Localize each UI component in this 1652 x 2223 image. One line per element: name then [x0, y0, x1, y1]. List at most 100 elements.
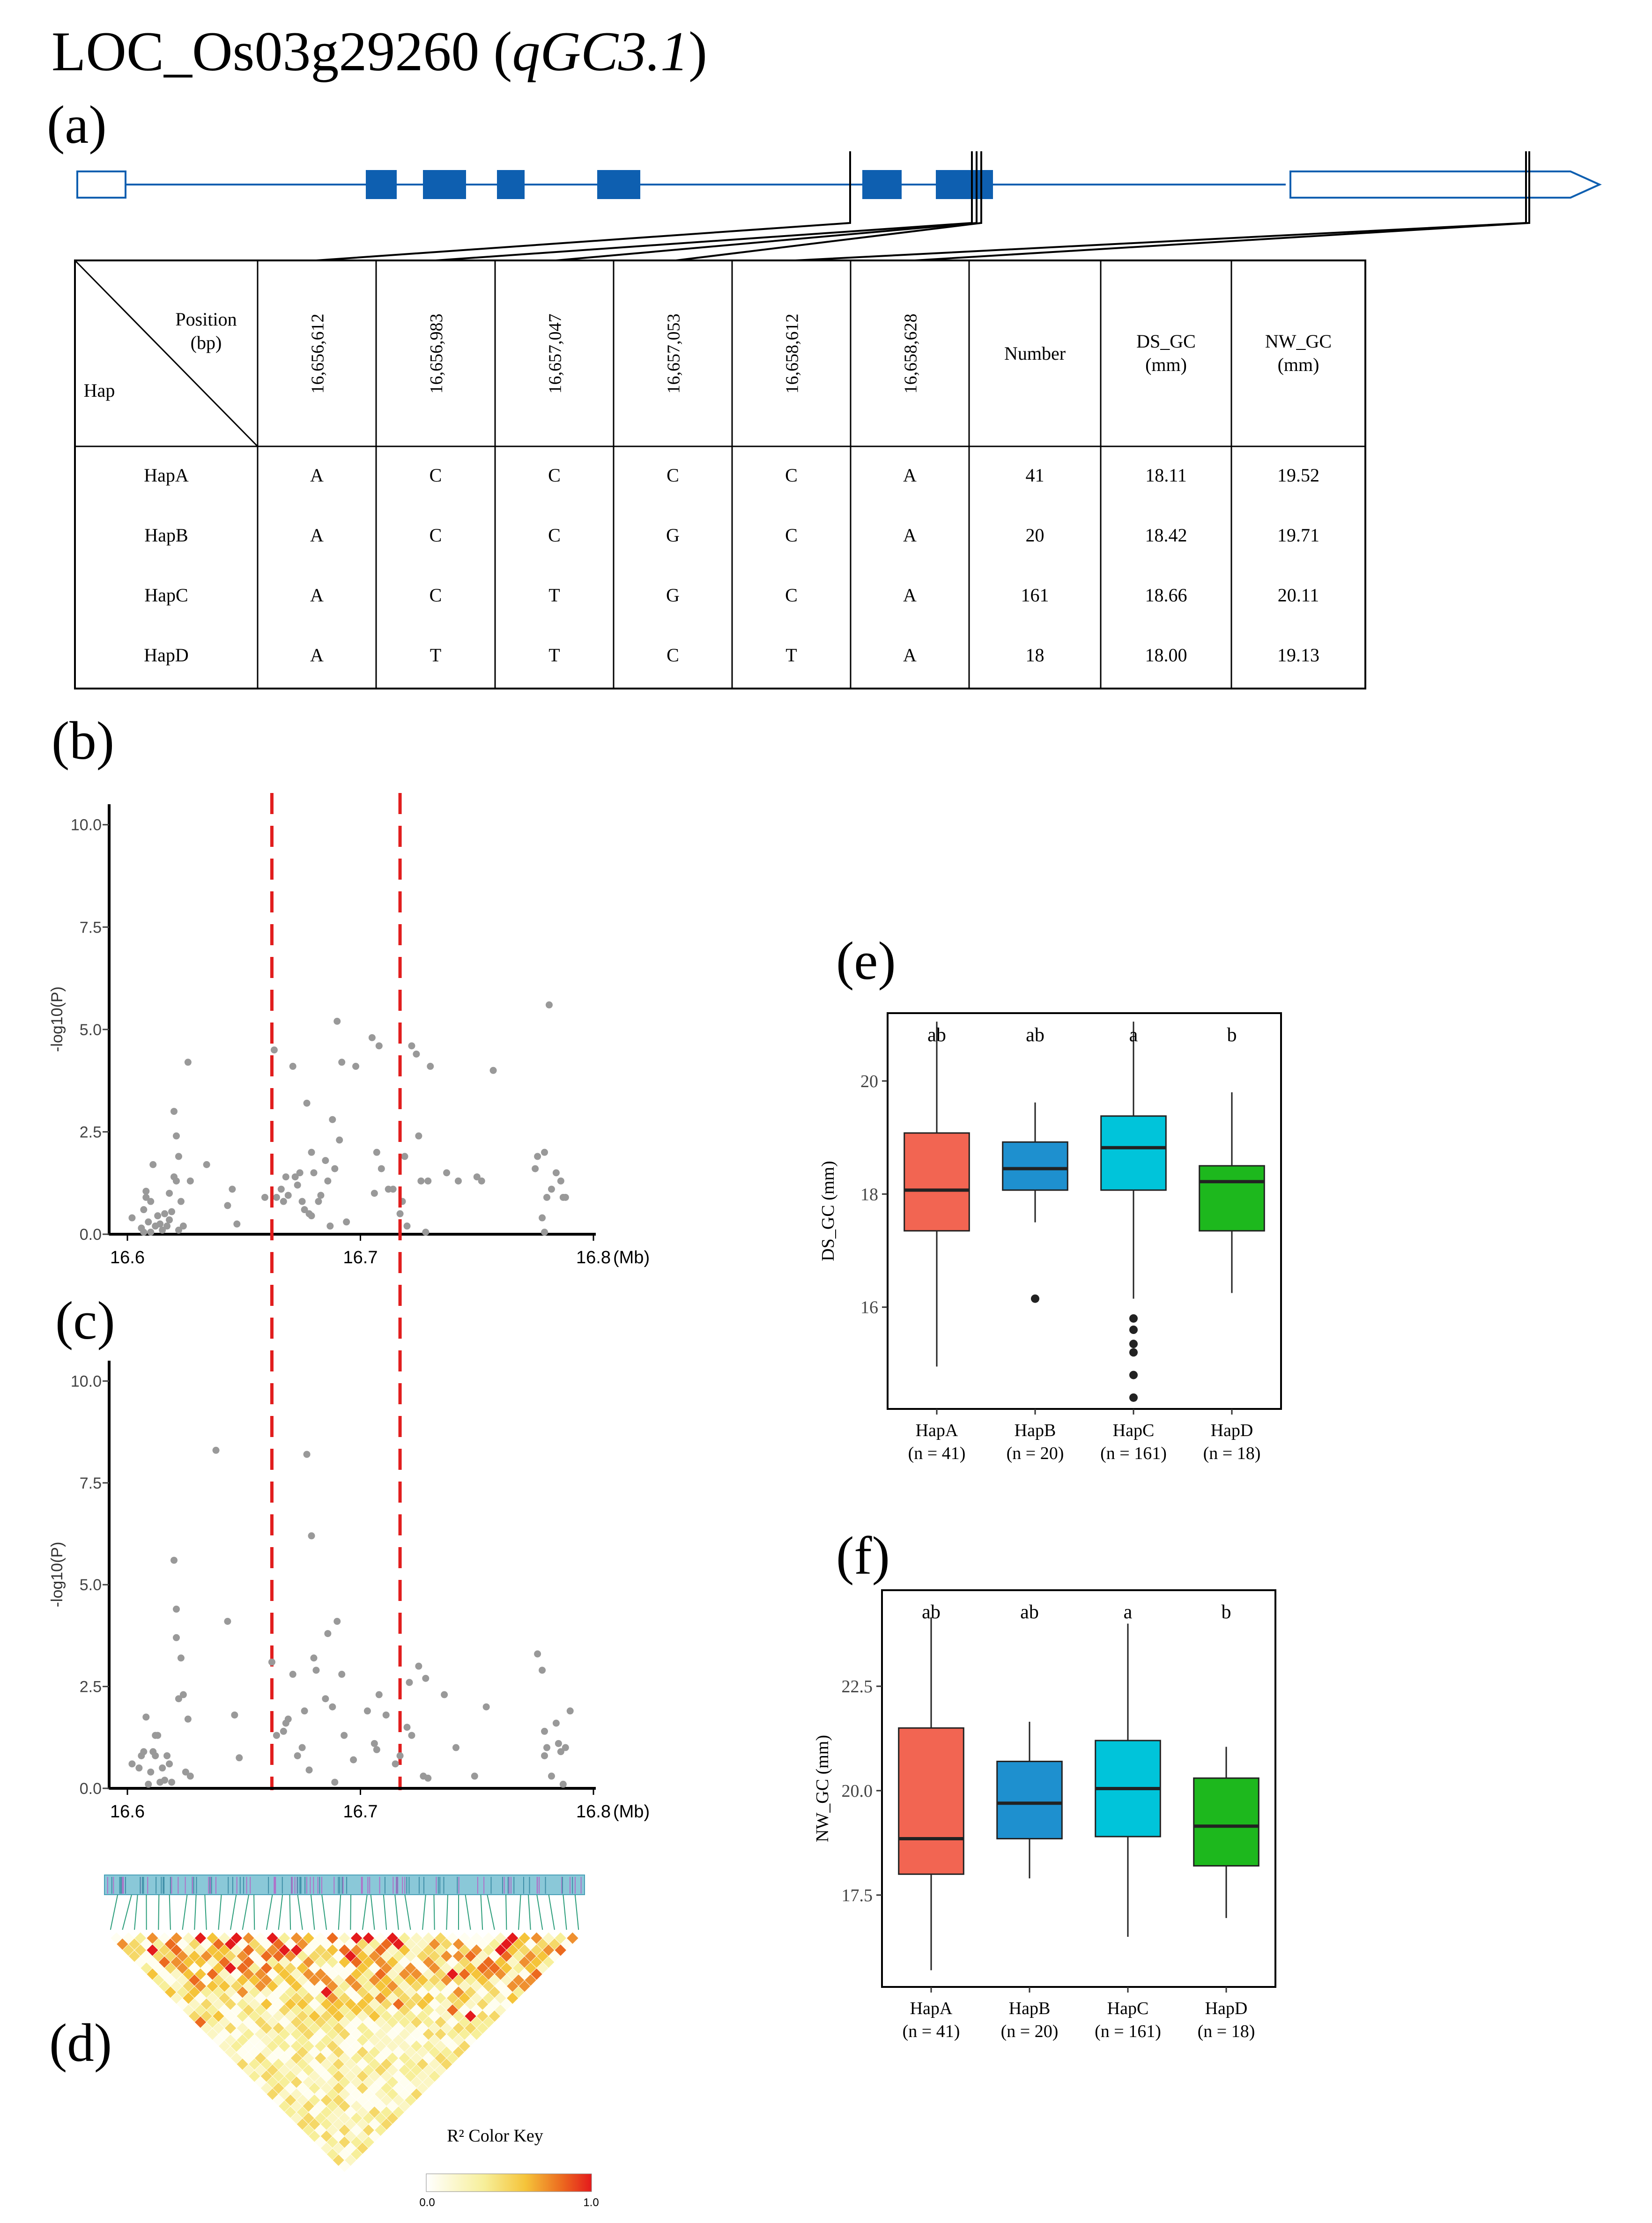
data-point — [231, 1711, 238, 1719]
color-key-bar — [426, 2173, 592, 2192]
data-point — [541, 1752, 548, 1759]
data-point — [289, 1063, 296, 1070]
gwas-plot-c: 0.0 2.5 5.0 7.5 10.0 16.6 16.7 16.8 (Mb) -log10(P… — [48, 1361, 650, 1822]
snp-connector — [321, 1894, 327, 1930]
ds-gc-cell: 18.42 — [1145, 525, 1187, 546]
data-point — [539, 1667, 546, 1674]
nw-gc-cell: 20.11 — [1278, 585, 1319, 606]
data-point — [389, 1186, 397, 1193]
x-n-label: (n = 18) — [1198, 2022, 1255, 2041]
data-point — [168, 1208, 176, 1215]
panel-label-a: (a) — [47, 95, 107, 155]
data-point — [186, 1177, 194, 1185]
data-point — [539, 1214, 546, 1222]
box-hapd — [1193, 1777, 1259, 1867]
outlier-point — [1031, 1294, 1039, 1303]
data-point — [273, 1732, 280, 1739]
data-point — [154, 1732, 162, 1739]
allele-cell: A — [903, 525, 917, 546]
data-point — [224, 1617, 231, 1625]
data-point — [179, 1691, 187, 1698]
data-point — [312, 1667, 320, 1674]
x-category-label: HapD — [1205, 1999, 1248, 2018]
data-point — [284, 1192, 292, 1199]
outlier-point — [1129, 1314, 1138, 1323]
data-point — [166, 1760, 173, 1768]
data-point — [203, 1161, 210, 1168]
data-point — [415, 1132, 422, 1140]
exon — [423, 170, 466, 199]
snp-connector — [218, 1894, 222, 1930]
snp-connector-2 — [435, 151, 973, 261]
data-point — [350, 1756, 357, 1764]
data-point — [166, 1190, 173, 1197]
panel-label-d: (d) — [49, 2013, 112, 2073]
ld-heatmap-cells — [110, 1932, 579, 2173]
data-point — [401, 1153, 408, 1160]
exon — [366, 170, 397, 199]
x-tick-label: 16.6 — [110, 1248, 145, 1267]
data-point — [557, 1748, 564, 1756]
box-hapd — [1199, 1165, 1265, 1232]
number-cell: 41 — [1026, 465, 1045, 486]
data-point — [329, 1703, 336, 1711]
data-point — [159, 1764, 166, 1772]
snp-connector — [536, 1894, 543, 1930]
data-point — [422, 1229, 430, 1236]
data-point — [441, 1691, 448, 1698]
data-point — [154, 1212, 162, 1220]
data-point — [284, 1715, 292, 1723]
position-header: 16,656,612 — [308, 314, 328, 394]
snp-connector — [242, 1894, 250, 1930]
snp-connector — [404, 1894, 411, 1930]
data-point — [294, 1752, 301, 1759]
data-point — [370, 1740, 378, 1747]
data-point — [324, 1177, 332, 1185]
row-hap-label: HapD — [144, 645, 189, 666]
y-tick-label: 7.5 — [80, 919, 102, 936]
column-header: NW_GC — [1265, 331, 1332, 352]
row-hap-label: HapB — [144, 525, 188, 546]
color-key-title: R² Color Key — [447, 2126, 543, 2146]
data-point — [322, 1157, 329, 1164]
snp-connector — [278, 1894, 283, 1930]
allele-cell: A — [310, 525, 324, 546]
x-n-label: (n = 161) — [1095, 2022, 1161, 2041]
data-point — [326, 1223, 334, 1230]
snp-connector — [204, 1894, 207, 1930]
data-point — [566, 1707, 574, 1715]
y-tick-label: 0.0 — [80, 1780, 102, 1798]
allele-cell: C — [430, 465, 442, 486]
exon — [936, 170, 993, 199]
snp-connector — [370, 1894, 375, 1930]
x-tick-label: 16.6 — [110, 1802, 145, 1822]
snp-connector-1 — [316, 151, 851, 261]
y-tick-label: 5.0 — [80, 1576, 102, 1594]
box-hapc — [1100, 1115, 1167, 1191]
position-header: 16,657,053 — [664, 314, 684, 394]
data-point — [478, 1177, 485, 1185]
allele-cell: T — [548, 585, 560, 606]
snp-connector — [289, 1894, 291, 1930]
data-point — [408, 1042, 415, 1050]
ld-heatmap-panel: R² Color Key 0.0 1.0 — [104, 1875, 599, 2209]
data-point — [152, 1752, 159, 1759]
y-tick-label: 18 — [860, 1185, 878, 1204]
snp-connector — [158, 1894, 160, 1930]
significance-letter: b — [1227, 1024, 1237, 1046]
snp-connector — [310, 1894, 315, 1930]
data-point — [268, 1658, 275, 1666]
snp-connector — [134, 1894, 138, 1930]
allele-cell: C — [548, 465, 561, 486]
data-point — [545, 1001, 553, 1008]
data-point — [375, 1691, 383, 1698]
data-point — [303, 1451, 311, 1458]
gwas-plot-b: 0.0 2.5 5.0 7.5 10.0 16.6 16.7 16.8 (Mb) -log10(P… — [48, 793, 650, 1790]
data-point — [403, 1223, 411, 1230]
column-header-unit: (mm) — [1278, 354, 1319, 375]
allele-cell: C — [785, 525, 798, 546]
data-point — [298, 1198, 306, 1205]
data-point — [229, 1186, 236, 1193]
